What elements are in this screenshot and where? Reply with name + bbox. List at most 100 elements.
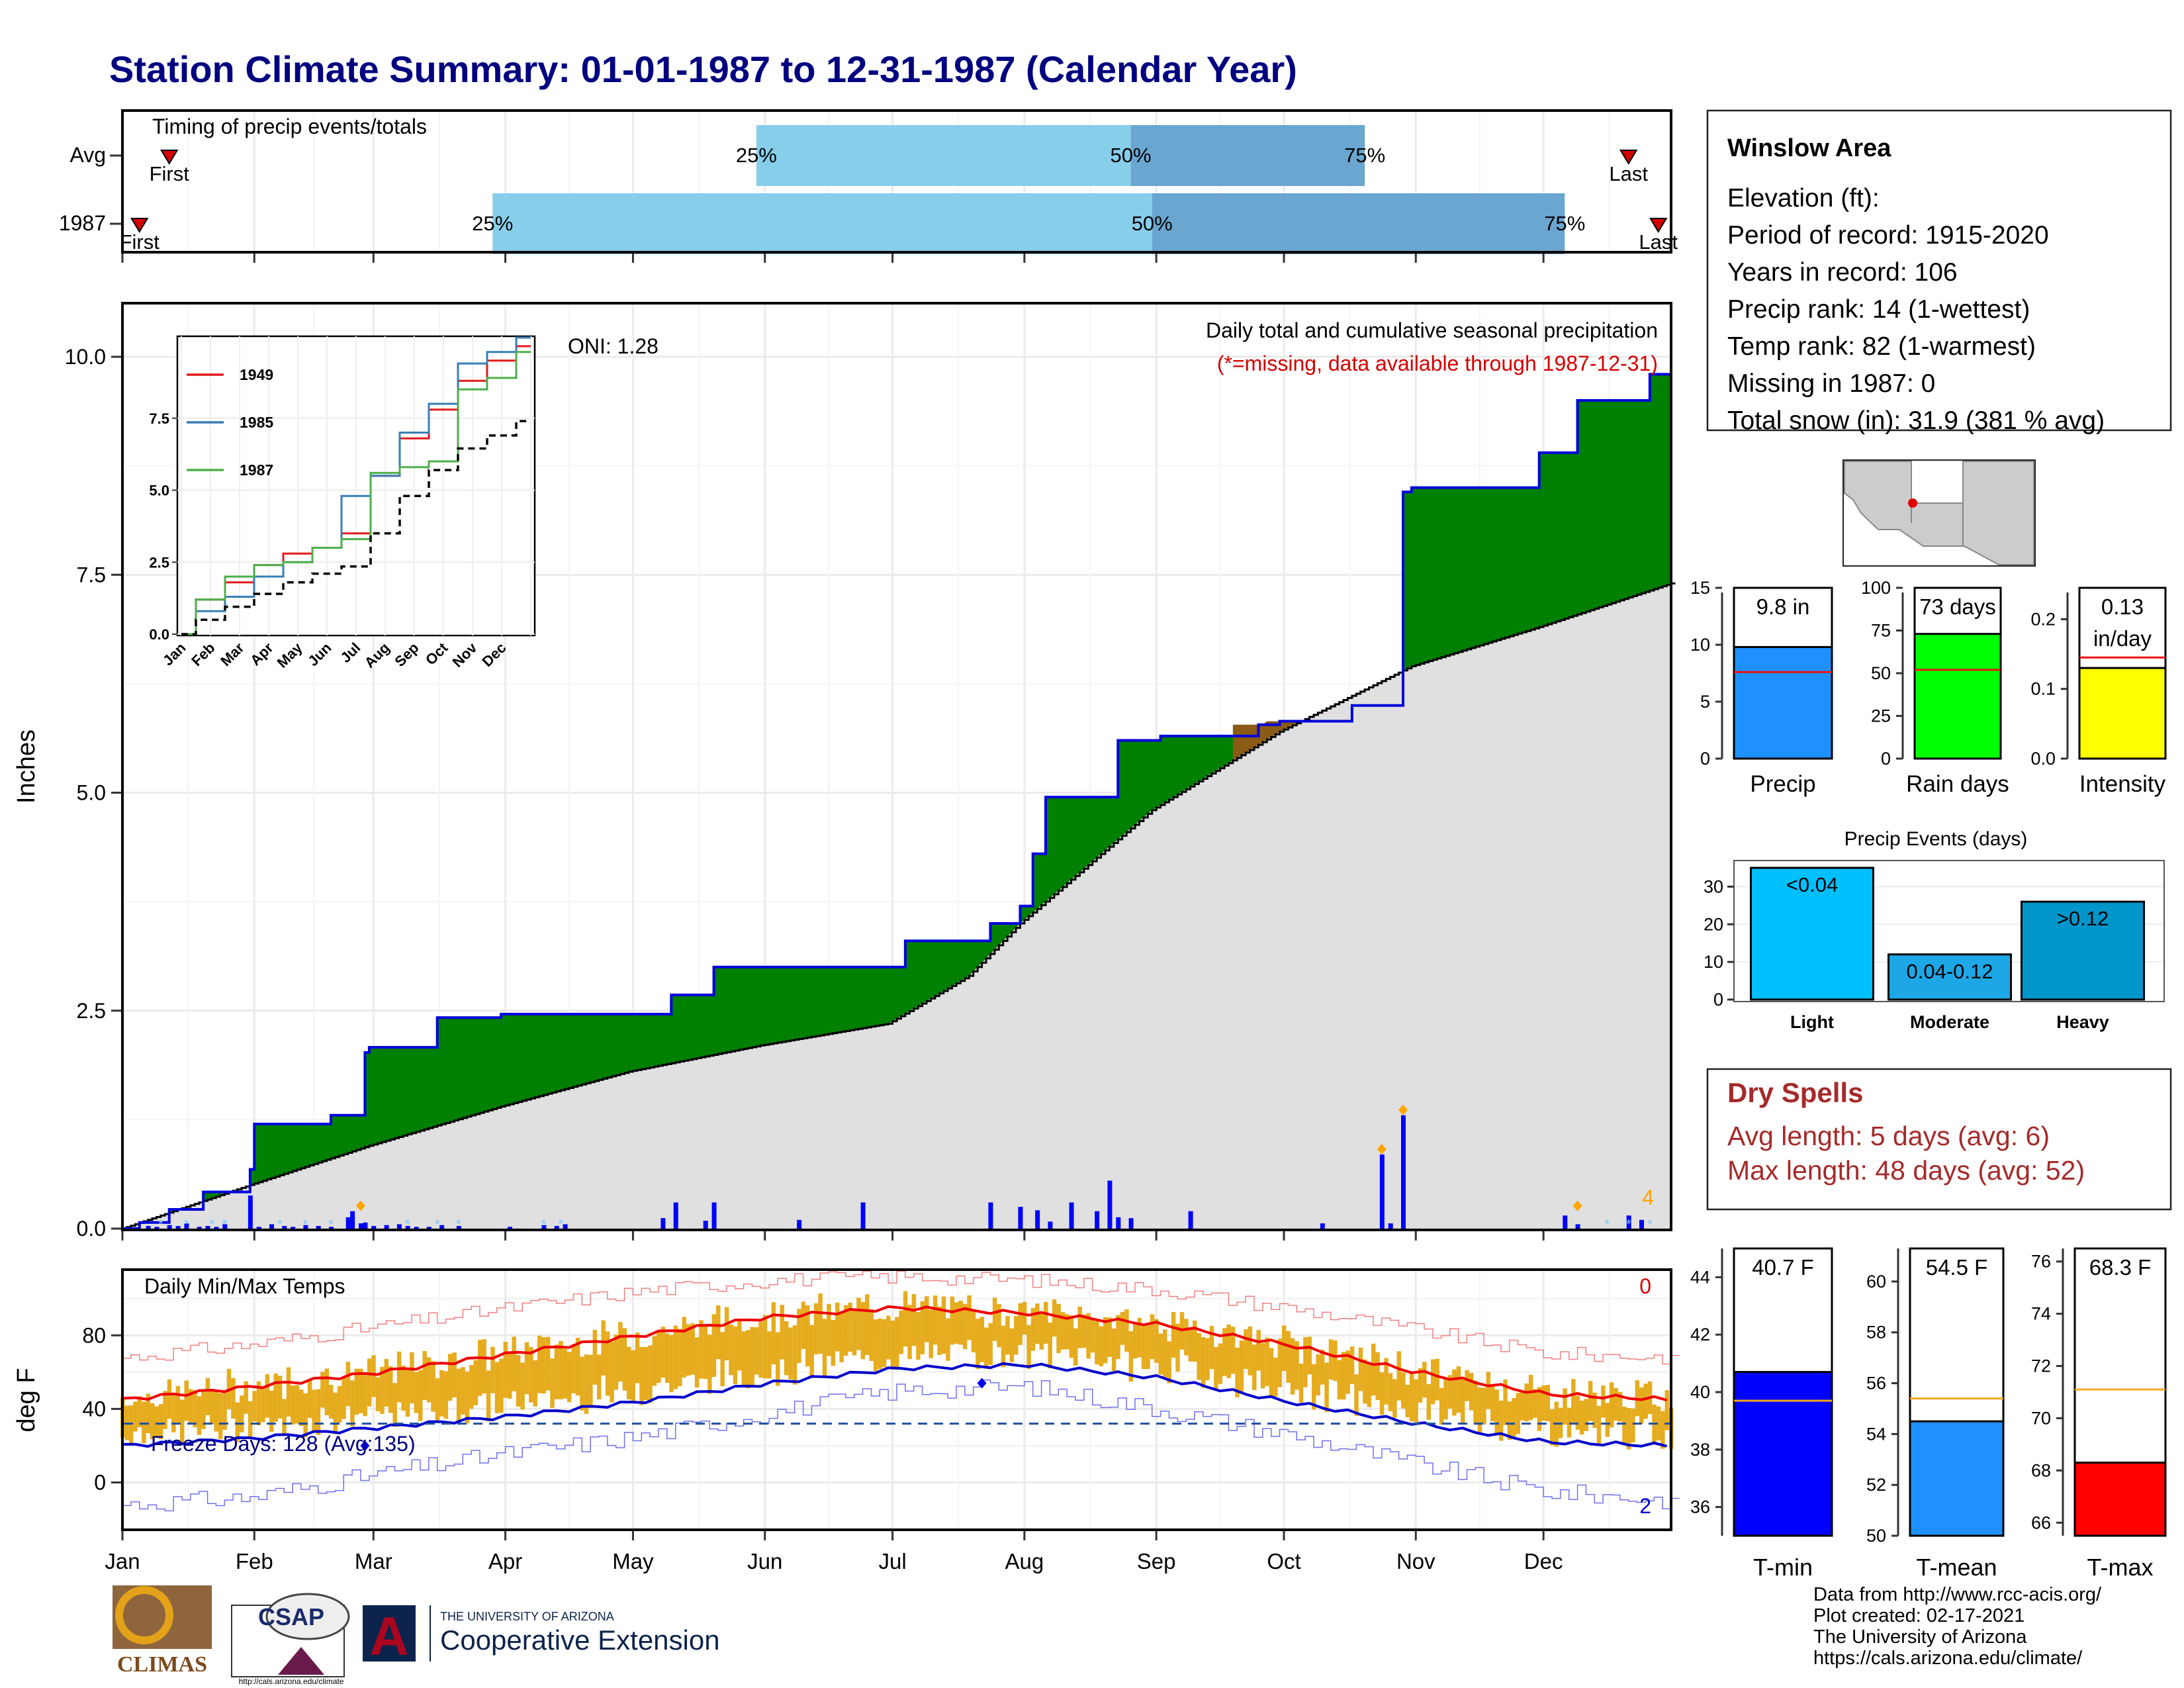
temp-bar-ytick-label: 40 (1690, 1382, 1710, 1402)
daily-temp-bar (1431, 1359, 1435, 1405)
temp-bar-ytick-label: 58 (1866, 1323, 1886, 1342)
daily-temp-bar (592, 1329, 598, 1385)
daily-temp-bar (482, 1339, 486, 1394)
daily-temp-bar (1150, 1314, 1155, 1360)
daily-temp-bar (1256, 1330, 1261, 1371)
temp-missing-bottom: 2 (1639, 1494, 1651, 1518)
snowflake-icon: * (209, 1217, 214, 1232)
footer-line-4: https://cals.arizona.edu/climate/ (1813, 1648, 2083, 1669)
daily-precip-bar (563, 1224, 568, 1229)
daily-temp-bar (1482, 1387, 1486, 1425)
daily-temp-bar (1516, 1393, 1521, 1434)
footer-line-3: The University of Arizona (1813, 1626, 2027, 1648)
daily-temp-bar (508, 1353, 512, 1399)
daily-temp-bar (1465, 1370, 1469, 1401)
daily-temp-bar (435, 1378, 440, 1423)
daily-precip-bar (363, 1222, 368, 1229)
daily-temp-bar (788, 1327, 793, 1380)
oni-label: ONI: 1.28 (568, 334, 659, 358)
daily-temp-bar (163, 1391, 167, 1429)
daily-temp-bar (1298, 1363, 1304, 1403)
daily-temp-bar (886, 1315, 891, 1360)
average-precip-line (122, 582, 1676, 1230)
daily-temp-bar (792, 1325, 797, 1385)
daily-temp-bar (937, 1306, 942, 1355)
daily-temp-bar (950, 1296, 955, 1345)
daily-temp-bar (550, 1358, 555, 1408)
daily-temp-bar (848, 1303, 852, 1352)
daily-temp-bar (256, 1381, 261, 1426)
daily-precip-bar (1035, 1210, 1040, 1229)
daily-temp-bar (1567, 1407, 1572, 1438)
daily-temp-bar (1349, 1346, 1355, 1384)
daily-temp-bar (1265, 1337, 1269, 1386)
daily-temp-bar (1418, 1368, 1423, 1403)
last-marker (1649, 218, 1668, 233)
daily-temp-bar (299, 1389, 304, 1427)
daily-precip-bar (1018, 1207, 1023, 1229)
temp-bar-ytick-label: 42 (1690, 1325, 1710, 1344)
month-label: Jul (878, 1549, 906, 1573)
daily-temp-bar (244, 1381, 248, 1414)
footer-credits: Data from http://www.rcc-acis.org/ Plot … (1813, 1584, 2102, 1669)
daily-precip-bar (197, 1227, 202, 1229)
daily-temp-bar (1614, 1387, 1618, 1421)
daily-temp-bar (733, 1326, 738, 1384)
freeze-days-label: Freeze Days: 128 (Avg:135) (151, 1432, 416, 1456)
snowflake-icon: * (1626, 1217, 1631, 1232)
value-bar (1913, 633, 2002, 760)
daily-temp-bar (754, 1327, 759, 1375)
daily-temp-bar (184, 1380, 189, 1421)
station-name: Winslow Area (1727, 134, 1891, 162)
daily-temp-bar (210, 1389, 214, 1425)
daily-precip-bar (1128, 1218, 1134, 1229)
daily-temp-bar (1643, 1383, 1648, 1419)
daily-precip-bar (371, 1226, 377, 1229)
daily-temp-bar (1035, 1303, 1040, 1344)
temp-panel: 0 40 80 Jan Feb Mar Apr May Jun Jul Aug Sep Oct Nov De… (13, 1268, 1680, 1573)
daily-temp-bar (1414, 1379, 1418, 1423)
daily-temp-bar (1052, 1299, 1057, 1337)
daily-temp-bar (809, 1325, 814, 1377)
bar-ytick-label: 75 (1871, 621, 1891, 641)
daily-temp-bar (1392, 1379, 1397, 1418)
daily-temp-bar (631, 1350, 635, 1403)
dry-spells-panel: Dry Spells Avg length: 5 days (avg: 6) M… (1706, 1068, 2172, 1211)
event-category-label: Moderate (1910, 1012, 1989, 1032)
daily-temp-bar (737, 1318, 742, 1371)
daily-temp-bar (1197, 1333, 1201, 1380)
daily-temp-bar (341, 1378, 346, 1419)
daily-temp-bar (762, 1315, 768, 1379)
ua-emblem (363, 1605, 416, 1662)
daily-temp-bar (690, 1323, 695, 1375)
daily-temp-bar (1575, 1395, 1580, 1430)
daily-temp-bar (1193, 1320, 1197, 1362)
daily-temp-bar (418, 1370, 423, 1421)
station-elevation: Elevation (ft): (1727, 184, 1880, 212)
daily-precip-bar (1048, 1221, 1053, 1229)
daily-temp-bar (1461, 1378, 1465, 1424)
daily-temp-bar (1044, 1301, 1048, 1344)
daily-temp-bar (1260, 1342, 1265, 1389)
daily-temp-bar (865, 1294, 870, 1355)
daily-temp-bar (984, 1327, 989, 1367)
daily-precip-bar (426, 1227, 432, 1229)
dry-spells-box (1706, 1068, 2172, 1211)
daily-temp-bar (1571, 1379, 1576, 1423)
tmax-bar-panel: 68.3 F 66 68 70 72 74 76 T-max (2031, 1247, 2167, 1581)
daily-temp-bar (1469, 1373, 1474, 1411)
daily-temp-bar (431, 1361, 435, 1412)
daily-precip-bar (1388, 1223, 1393, 1229)
daily-temp-bar (1230, 1327, 1236, 1374)
daily-temp-bar (1014, 1316, 1019, 1355)
daily-temp-bar (291, 1385, 295, 1425)
daily-temp-bar (494, 1362, 500, 1413)
precip-ytick-label: 0.0 (77, 1217, 106, 1241)
daily-precip-bar (282, 1226, 287, 1229)
temp-bar-ytick-label: 38 (1690, 1440, 1710, 1460)
timing-frame (121, 109, 1672, 254)
daily-temp-bar (1022, 1301, 1027, 1335)
temp-bar-xlabel: T-mean (1916, 1554, 1997, 1581)
daily-temp-bar (1605, 1403, 1610, 1437)
daily-temp-bar (1095, 1321, 1099, 1365)
